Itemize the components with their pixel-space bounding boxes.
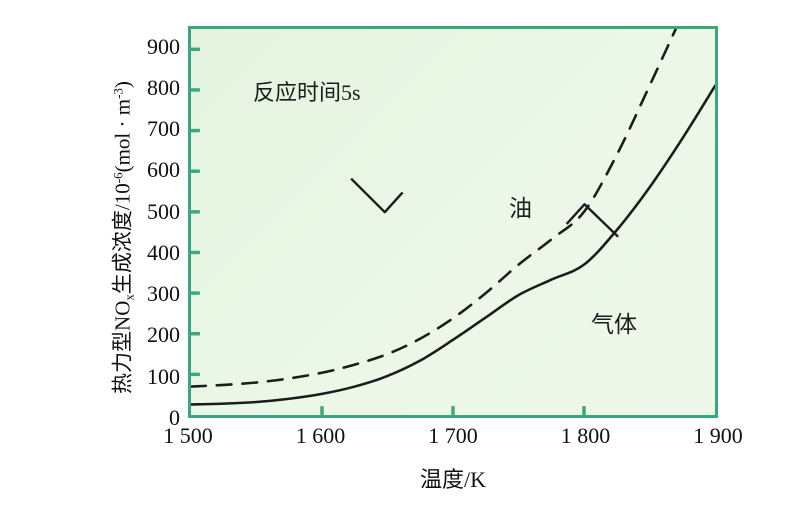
x-axis-ticklabels: 1 500 1 600 1 700 1 800 1 900 bbox=[0, 425, 800, 459]
leader-line-oil bbox=[350, 177, 404, 214]
y-axis-ticklabels: 0 100 200 300 400 500 600 700 800 900 bbox=[118, 0, 180, 523]
x-tick-label: 1 700 bbox=[428, 423, 478, 448]
x-tick-label: 1 600 bbox=[295, 423, 346, 448]
x-tick-label: 1 500 bbox=[163, 423, 213, 448]
series-line-gas bbox=[191, 84, 715, 406]
y-tick-label: 0 bbox=[169, 405, 180, 430]
x-tick-label: 1 900 bbox=[693, 423, 743, 448]
leader-line-gas bbox=[565, 203, 619, 238]
y-tick-label: 500 bbox=[147, 198, 180, 224]
y-tick-label: 300 bbox=[147, 281, 180, 307]
y-tick-label: 200 bbox=[147, 322, 180, 348]
plot-canvas bbox=[191, 29, 715, 415]
y-tick-label: 100 bbox=[147, 363, 180, 389]
series-label-gas: 气体 bbox=[591, 312, 637, 337]
y-tick-label: 800 bbox=[147, 74, 180, 100]
series-label-oil: 油 bbox=[509, 196, 532, 221]
y-tick-label: 900 bbox=[147, 33, 180, 59]
x-axis-title: 温度/K bbox=[419, 467, 486, 492]
x-tick-label: 1 800 bbox=[560, 423, 611, 448]
plot-area: 反应时间5s 油 气体 bbox=[188, 26, 718, 418]
y-tick-label: 600 bbox=[147, 157, 180, 183]
series-line-oil bbox=[191, 29, 678, 388]
y-tick-label: 700 bbox=[147, 116, 180, 142]
annotation-reaction-time: 反应时间5s bbox=[253, 80, 361, 105]
y-tick-label: 400 bbox=[147, 239, 180, 265]
